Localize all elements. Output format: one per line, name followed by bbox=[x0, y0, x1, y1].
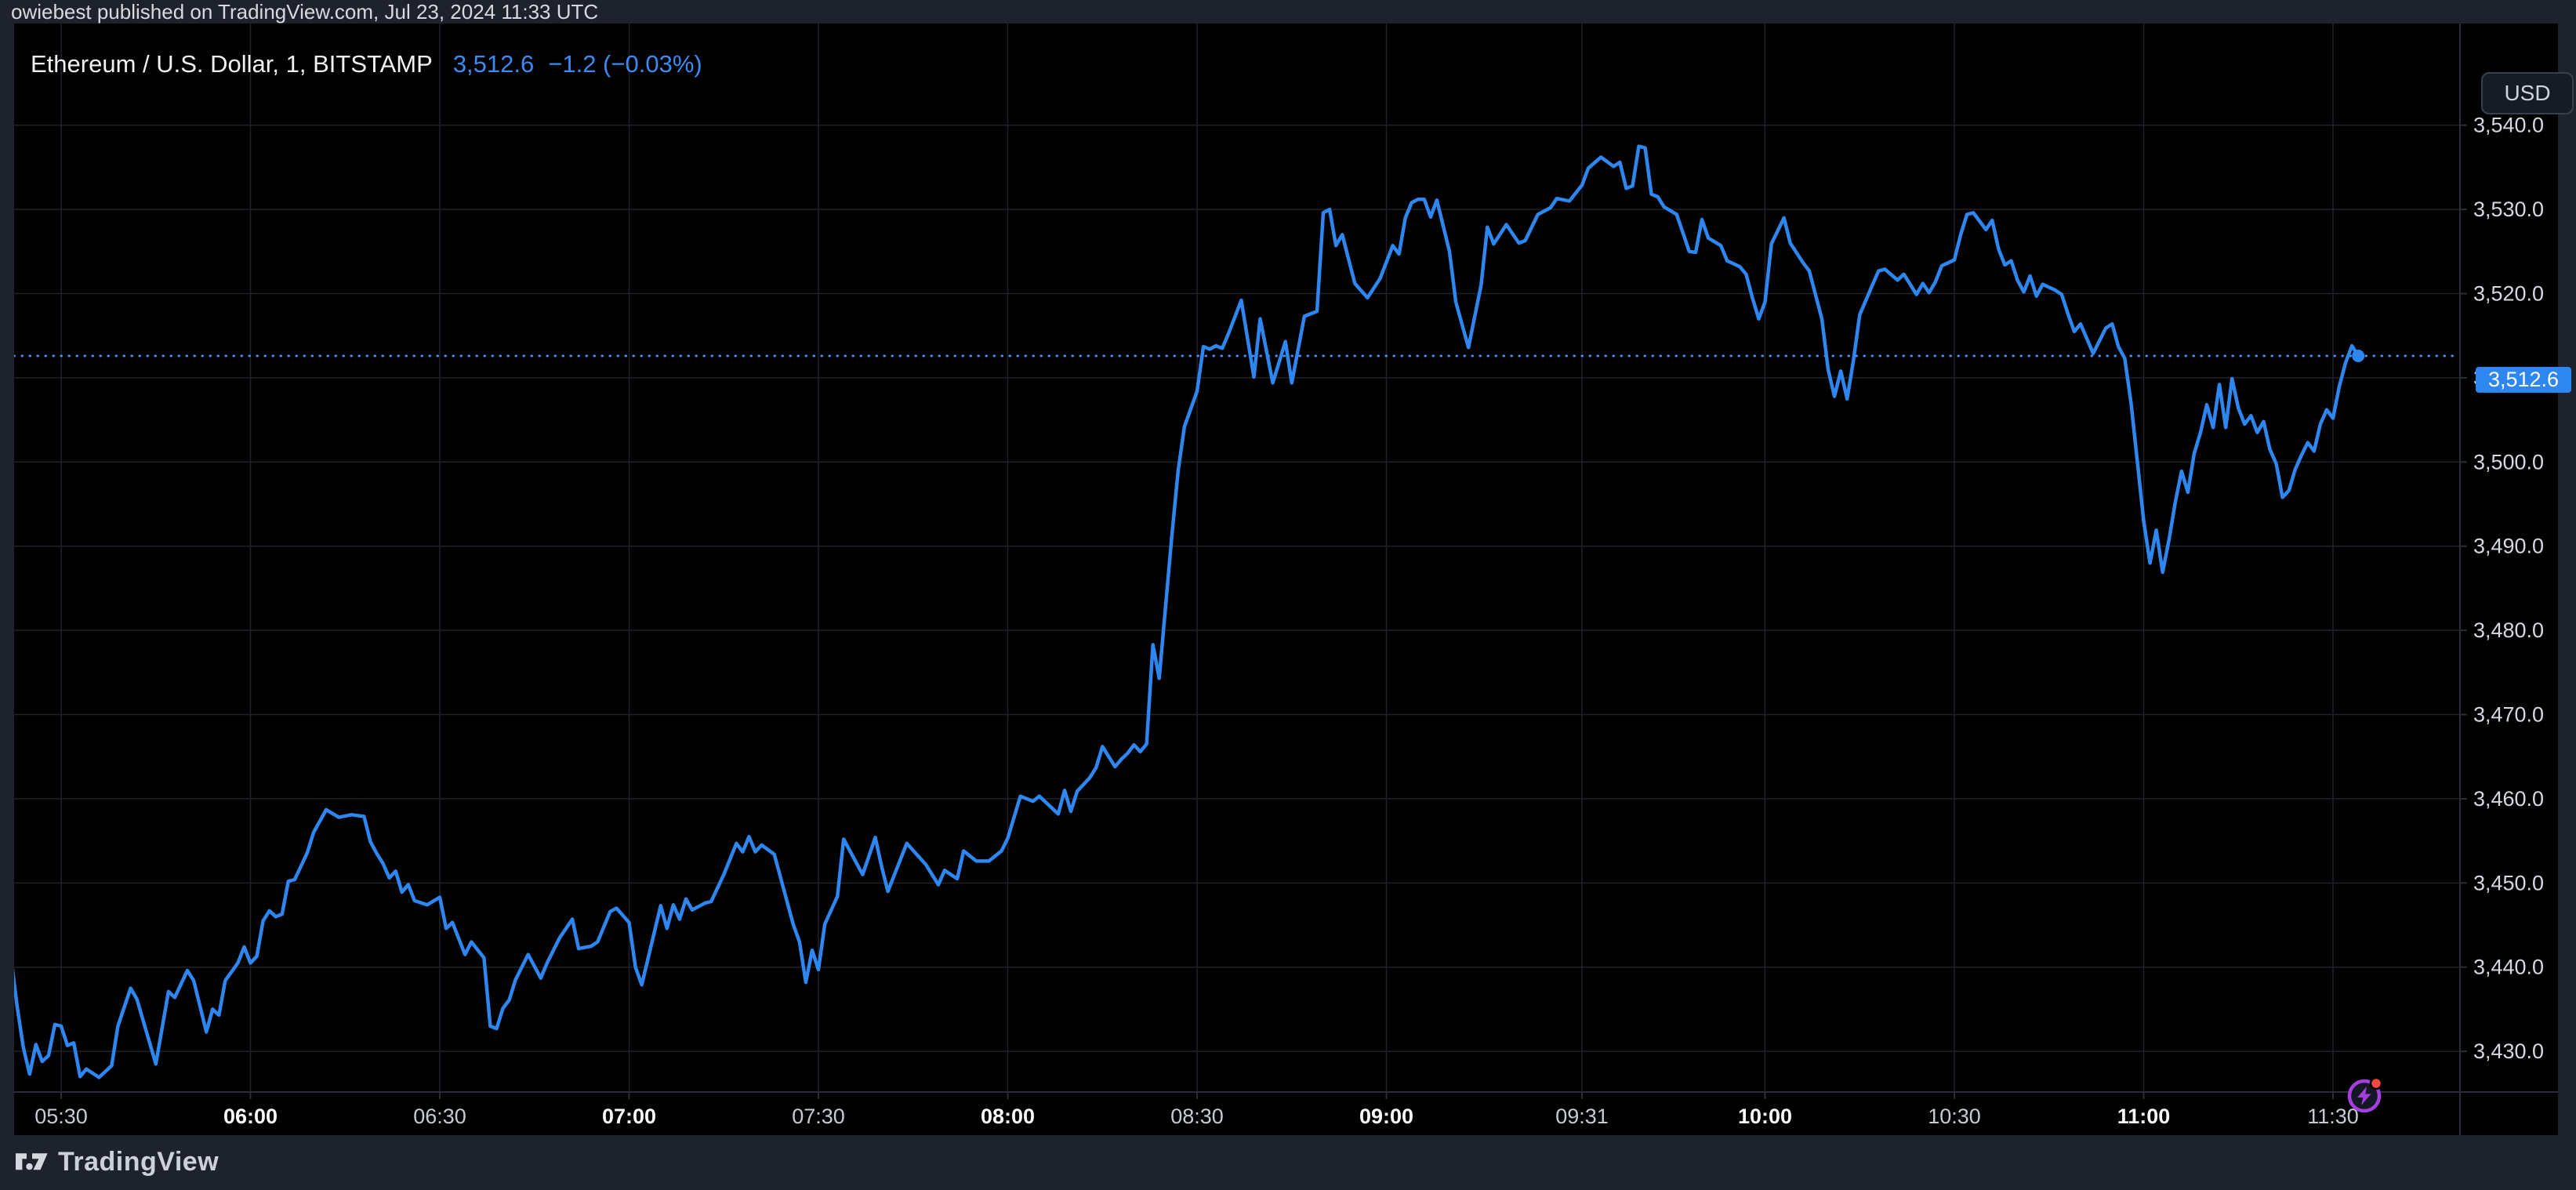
symbol-title[interactable]: Ethereum / U.S. Dollar, 1, BITSTAMP bbox=[31, 50, 433, 78]
price-chart[interactable]: 3,430.0 3,440.0 3,450.0 3,460.0 3,470.0 3,480… bbox=[14, 24, 2558, 1135]
current-price-badge: 3,512.6 bbox=[2476, 366, 2571, 393]
chart-widget: 3,430.0 3,440.0 3,450.0 3,460.0 3,470.0 3,480… bbox=[14, 24, 2574, 1135]
svg-text:3,440.0: 3,440.0 bbox=[2473, 956, 2544, 979]
svg-text:3,450.0: 3,450.0 bbox=[2473, 871, 2544, 894]
chart-legend: Ethereum / U.S. Dollar, 1, BITSTAMP 3,51… bbox=[31, 49, 702, 80]
svg-text:05:30: 05:30 bbox=[34, 1105, 88, 1128]
svg-text:3,430.0: 3,430.0 bbox=[2473, 1039, 2544, 1063]
price-change: −1.2 (−0.03%) bbox=[548, 50, 702, 78]
svg-text:10:30: 10:30 bbox=[1928, 1105, 1981, 1128]
currency-toggle-label: USD bbox=[2504, 81, 2551, 105]
tradingview-wordmark[interactable]: TradingView bbox=[58, 1146, 220, 1177]
attribution-text: owiebest published on TradingView.com, J… bbox=[11, 0, 599, 24]
current-price-label: 3,512.6 bbox=[2487, 367, 2560, 391]
realtime-streaming-icon bbox=[2347, 1076, 2383, 1113]
svg-text:3,470.0: 3,470.0 bbox=[2473, 703, 2544, 727]
last-price: 3,512.6 bbox=[452, 50, 535, 78]
svg-text:06:00: 06:00 bbox=[223, 1105, 278, 1128]
svg-text:09:00: 09:00 bbox=[1359, 1105, 1413, 1128]
svg-text:10:00: 10:00 bbox=[1738, 1105, 1792, 1128]
svg-text:06:30: 06:30 bbox=[413, 1105, 466, 1128]
svg-text:3,460.0: 3,460.0 bbox=[2473, 787, 2544, 811]
svg-text:08:30: 08:30 bbox=[1170, 1105, 1224, 1128]
lightning-bolt-icon bbox=[2357, 1087, 2371, 1105]
svg-text:3,490.0: 3,490.0 bbox=[2473, 535, 2544, 558]
svg-text:3,540.0: 3,540.0 bbox=[2473, 114, 2544, 137]
svg-text:07:30: 07:30 bbox=[792, 1105, 845, 1128]
svg-text:3,480.0: 3,480.0 bbox=[2473, 619, 2544, 642]
currency-toggle-button[interactable]: USD bbox=[2481, 72, 2574, 114]
tradingview-logo-icon[interactable] bbox=[16, 1150, 49, 1174]
live-red-dot bbox=[2369, 1076, 2383, 1090]
svg-text:3,520.0: 3,520.0 bbox=[2473, 282, 2544, 306]
footer-bar: TradingView bbox=[16, 1146, 219, 1177]
svg-text:09:31: 09:31 bbox=[1555, 1105, 1609, 1128]
svg-text:3,500.0: 3,500.0 bbox=[2473, 450, 2544, 473]
svg-text:11:00: 11:00 bbox=[2117, 1105, 2171, 1128]
svg-text:11:30: 11:30 bbox=[2307, 1105, 2359, 1128]
svg-text:07:00: 07:00 bbox=[602, 1105, 656, 1128]
svg-text:3,530.0: 3,530.0 bbox=[2473, 198, 2544, 221]
svg-text:08:00: 08:00 bbox=[981, 1105, 1035, 1128]
attribution-bar: owiebest published on TradingView.com, J… bbox=[11, 0, 598, 24]
